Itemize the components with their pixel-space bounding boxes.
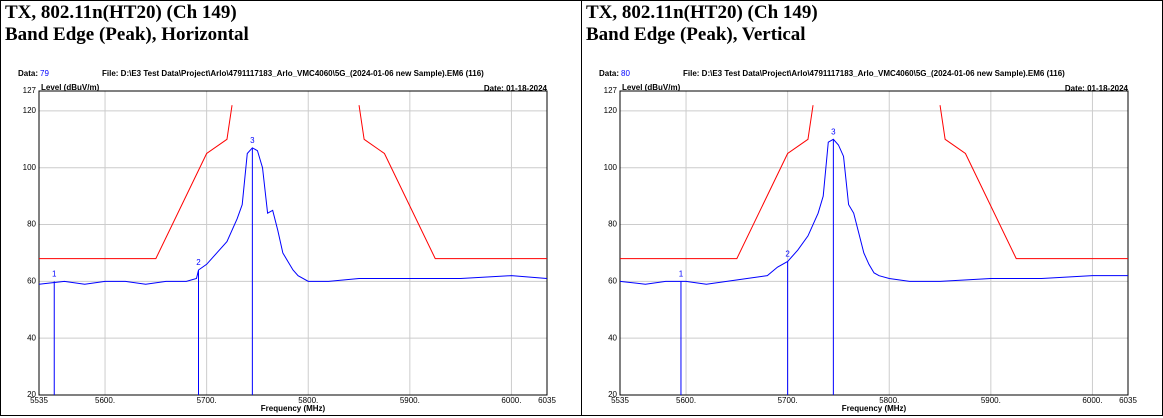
marker-label: 3: [250, 136, 255, 145]
file: File: D:\E3 Test Data\Project\Arlo\47911…: [102, 69, 484, 78]
x-tick-label: 5600.: [95, 396, 115, 405]
chart: Data: 79 File: D:\E3 Test Data\Project\Arl…: [18, 69, 556, 413]
line: [620, 105, 814, 260]
y-tick-label: 120: [604, 106, 618, 115]
y-tick-label: 40: [27, 333, 36, 342]
y-tick-label: 100: [23, 163, 37, 172]
data-label: Data:: [599, 69, 619, 78]
x-tick-label: 6000.: [1082, 396, 1102, 405]
y-tick-label: 20: [27, 390, 36, 399]
chart: Data: 80 File: D:\E3 Test Data\Project\Arl…: [599, 69, 1137, 413]
date: Date: 01-18-2024: [484, 84, 548, 93]
y-axis-label: Level (dBuV/m): [41, 83, 100, 92]
x-tick-label: 5800.: [298, 396, 318, 405]
x-axis-label: Frequency (MHz): [842, 404, 907, 413]
marker-label: 3: [831, 127, 836, 136]
x-tick-label: 6000.: [501, 396, 521, 405]
x-tick-label: 5600.: [676, 396, 696, 405]
line: [358, 105, 547, 260]
y-tick-label: 120: [23, 106, 37, 115]
date: Date: 01-18-2024: [1065, 84, 1129, 93]
line: [38, 147, 548, 285]
marker-label: 1: [679, 269, 684, 278]
x-tick-label: 5535: [30, 396, 48, 405]
line: [939, 105, 1128, 260]
y-tick-label: 127: [23, 86, 37, 95]
data-id: 80: [621, 69, 630, 78]
title: TX, 802.11n(HT20) (Ch 149): [5, 2, 237, 23]
y-axis-label: Level (dBuV/m): [622, 83, 681, 92]
data-label: Data:: [18, 69, 38, 78]
title: TX, 802.11n(HT20) (Ch 149): [586, 2, 818, 23]
x-tick-label: 5535: [611, 396, 629, 405]
data-id: 79: [40, 69, 49, 78]
file: File: D:\E3 Test Data\Project\Arlo\47911…: [683, 69, 1065, 78]
x-tick-label: 5900.: [981, 396, 1001, 405]
x-tick-label: 5700.: [778, 396, 798, 405]
plot-frame: [619, 90, 1129, 396]
y-tick-label: 80: [27, 220, 36, 229]
y-tick-label: 100: [604, 163, 618, 172]
x-tick-label: 5700.: [197, 396, 217, 405]
x-tick-label: 5900.: [400, 396, 420, 405]
x-axis-label: Frequency (MHz): [261, 404, 326, 413]
line: [619, 138, 1128, 285]
subtitle: Band Edge (Peak), Vertical: [586, 24, 806, 45]
subtitle: Band Edge (Peak), Horizontal: [5, 24, 249, 45]
marker-label: 2: [785, 250, 790, 259]
x-tick-label: 6035: [1119, 396, 1137, 405]
y-tick-label: 60: [27, 276, 36, 285]
x-tick-label: 6035: [538, 396, 556, 405]
marker-label: 2: [196, 258, 201, 267]
marker-label: 1: [52, 269, 57, 278]
plot-frame: [38, 90, 548, 396]
line: [39, 105, 233, 260]
y-tick-label: 80: [608, 220, 617, 229]
x-tick-label: 5800.: [879, 396, 899, 405]
cell: TX, 802.11n(HT20) (Ch 149) Band Edge (Pe…: [581, 0, 1163, 416]
y-tick-label: 60: [608, 276, 617, 285]
y-tick-label: 40: [608, 333, 617, 342]
cell: TX, 802.11n(HT20) (Ch 149) Band Edge (Pe…: [0, 0, 582, 416]
y-tick-label: 127: [604, 86, 618, 95]
y-tick-label: 20: [608, 390, 617, 399]
